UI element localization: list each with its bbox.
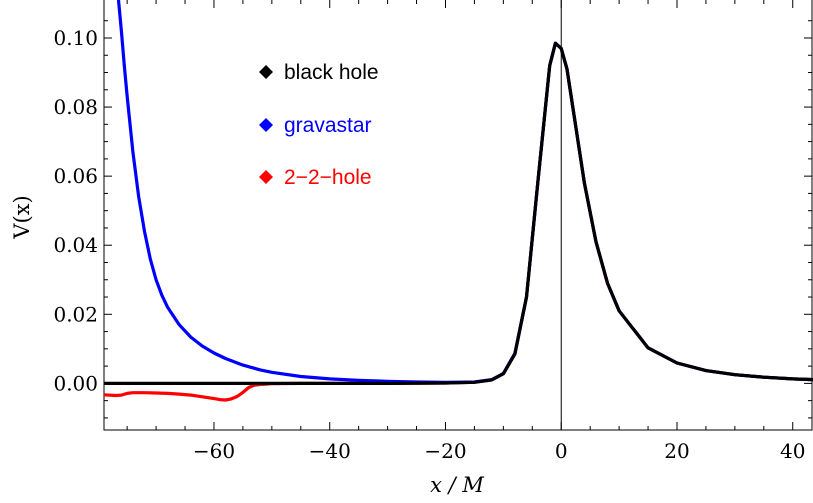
legend-label: black hole	[284, 61, 379, 84]
legend-label: gravastar	[284, 114, 372, 137]
series-line-gravastar	[116, 0, 813, 384]
legend-marker-diamond	[259, 170, 273, 184]
series-line-black-hole	[104, 41, 813, 385]
y-tick-label: 0.02	[53, 302, 98, 326]
legend-label: 2−2−hole	[284, 166, 372, 189]
y-tick-label: 0.10	[53, 26, 98, 50]
x-tick-label: 20	[664, 439, 689, 463]
x-tick-label: −40	[309, 439, 351, 463]
y-tick-label: 0.06	[53, 164, 98, 188]
x-tick-label: 0	[555, 439, 568, 463]
x-tick-label: 40	[780, 439, 805, 463]
x-tick-label: −60	[193, 439, 235, 463]
x-tick-label: −20	[424, 439, 466, 463]
y-tick-label: 0.08	[53, 95, 98, 119]
y-tick-label: 0.04	[53, 233, 98, 257]
plot-border	[103, 0, 813, 431]
legend-marker-diamond	[259, 118, 273, 132]
series-line-2-2-hole	[104, 41, 813, 402]
series-lines	[104, 0, 813, 402]
y-tick-label: 0.00	[53, 371, 98, 395]
legend: black hole gravastar 2−2−hole	[259, 61, 379, 189]
y-axis-title: V(x)	[10, 195, 34, 239]
axis-ticks: −60 −40 −20 0 20 40 0.00 0.02 0.04 0.06 0.08 0.10	[53, 0, 812, 463]
plot-frame	[103, 0, 813, 431]
x-axis-title: x / M	[430, 473, 484, 497]
legend-marker-diamond	[259, 65, 273, 79]
